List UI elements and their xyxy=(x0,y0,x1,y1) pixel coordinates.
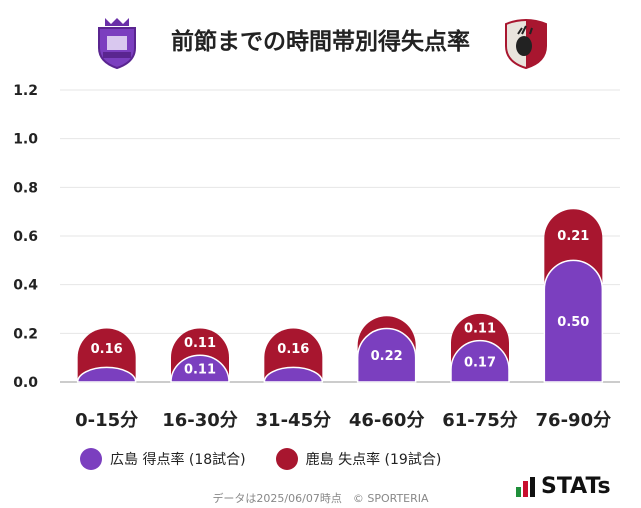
legend-item-hiroshima: 広島 得点率 (18試合) xyxy=(80,448,246,470)
x-tick-label: 31-45分 xyxy=(256,410,332,431)
bar-hiroshima xyxy=(356,327,417,383)
legend-label-kashima: 鹿島 失点率 (19試合) xyxy=(305,452,442,468)
legend: 広島 得点率 (18試合) 鹿島 失点率 (19試合) xyxy=(80,448,441,470)
brand-name: STATs xyxy=(541,474,611,499)
data-label-kashima: 0.11 xyxy=(464,321,496,336)
legend-swatch-kashima xyxy=(275,448,298,470)
x-tick-label: 0-15分 xyxy=(75,410,138,431)
x-tick-label: 16-30分 xyxy=(162,410,238,431)
antlers-crest-icon xyxy=(505,19,547,70)
bar-hiroshima xyxy=(450,339,510,383)
bar-hiroshima xyxy=(543,259,604,383)
y-tick-label: 0.2 xyxy=(13,326,38,342)
bar-hiroshima xyxy=(263,366,324,383)
data-label-hiroshima: 0.17 xyxy=(464,355,496,370)
data-label-hiroshima: 0.22 xyxy=(371,349,403,364)
y-tick-label: 0.4 xyxy=(13,278,38,294)
grid-lines xyxy=(60,89,620,383)
data-label-kashima: 0.11 xyxy=(184,336,216,351)
bar-hiroshima xyxy=(170,354,230,383)
x-tick-label: 76-90分 xyxy=(536,410,612,431)
y-tick-label: 0.8 xyxy=(13,180,38,196)
y-tick-label: 1.0 xyxy=(13,132,38,148)
brand-logo: STATs xyxy=(516,474,611,499)
data-label-kashima: 0.16 xyxy=(91,342,123,357)
legend-swatch-hiroshima xyxy=(80,448,102,470)
bar-chart-icon xyxy=(516,476,535,497)
data-label-hiroshima: 0.11 xyxy=(184,363,216,378)
legend-item-kashima: 鹿島 失点率 (19試合) xyxy=(275,448,442,470)
legend-label-hiroshima: 広島 得点率 (18試合) xyxy=(110,452,246,468)
x-axis-ticks: 0-15分 16-30分 31-45分 46-60分 61-75分 76-90分 xyxy=(75,410,611,431)
y-axis-ticks: 0.0 0.2 0.4 0.6 0.8 1.0 1.2 xyxy=(13,83,38,391)
bar-hiroshima xyxy=(76,366,137,383)
data-label-hiroshima: 0.50 xyxy=(557,315,589,330)
bars: 0.16 0.11 0.11 0.16 0.22 0.11 0.17 0.21 0.50 xyxy=(76,209,604,383)
y-tick-label: 0.0 xyxy=(13,375,38,391)
chart-title: 前節までの時間帯別得失点率 xyxy=(171,29,470,55)
y-tick-label: 1.2 xyxy=(13,83,38,99)
sanfrecce-crest-icon xyxy=(98,18,136,70)
x-tick-label: 61-75分 xyxy=(442,410,518,431)
data-label-kashima: 0.16 xyxy=(277,342,309,357)
data-label-kashima: 0.21 xyxy=(557,229,589,244)
x-tick-label: 46-60分 xyxy=(349,410,425,431)
source-note: データは2025/06/07時点 © SPORTERIA xyxy=(212,492,429,505)
y-tick-label: 0.6 xyxy=(13,229,38,245)
